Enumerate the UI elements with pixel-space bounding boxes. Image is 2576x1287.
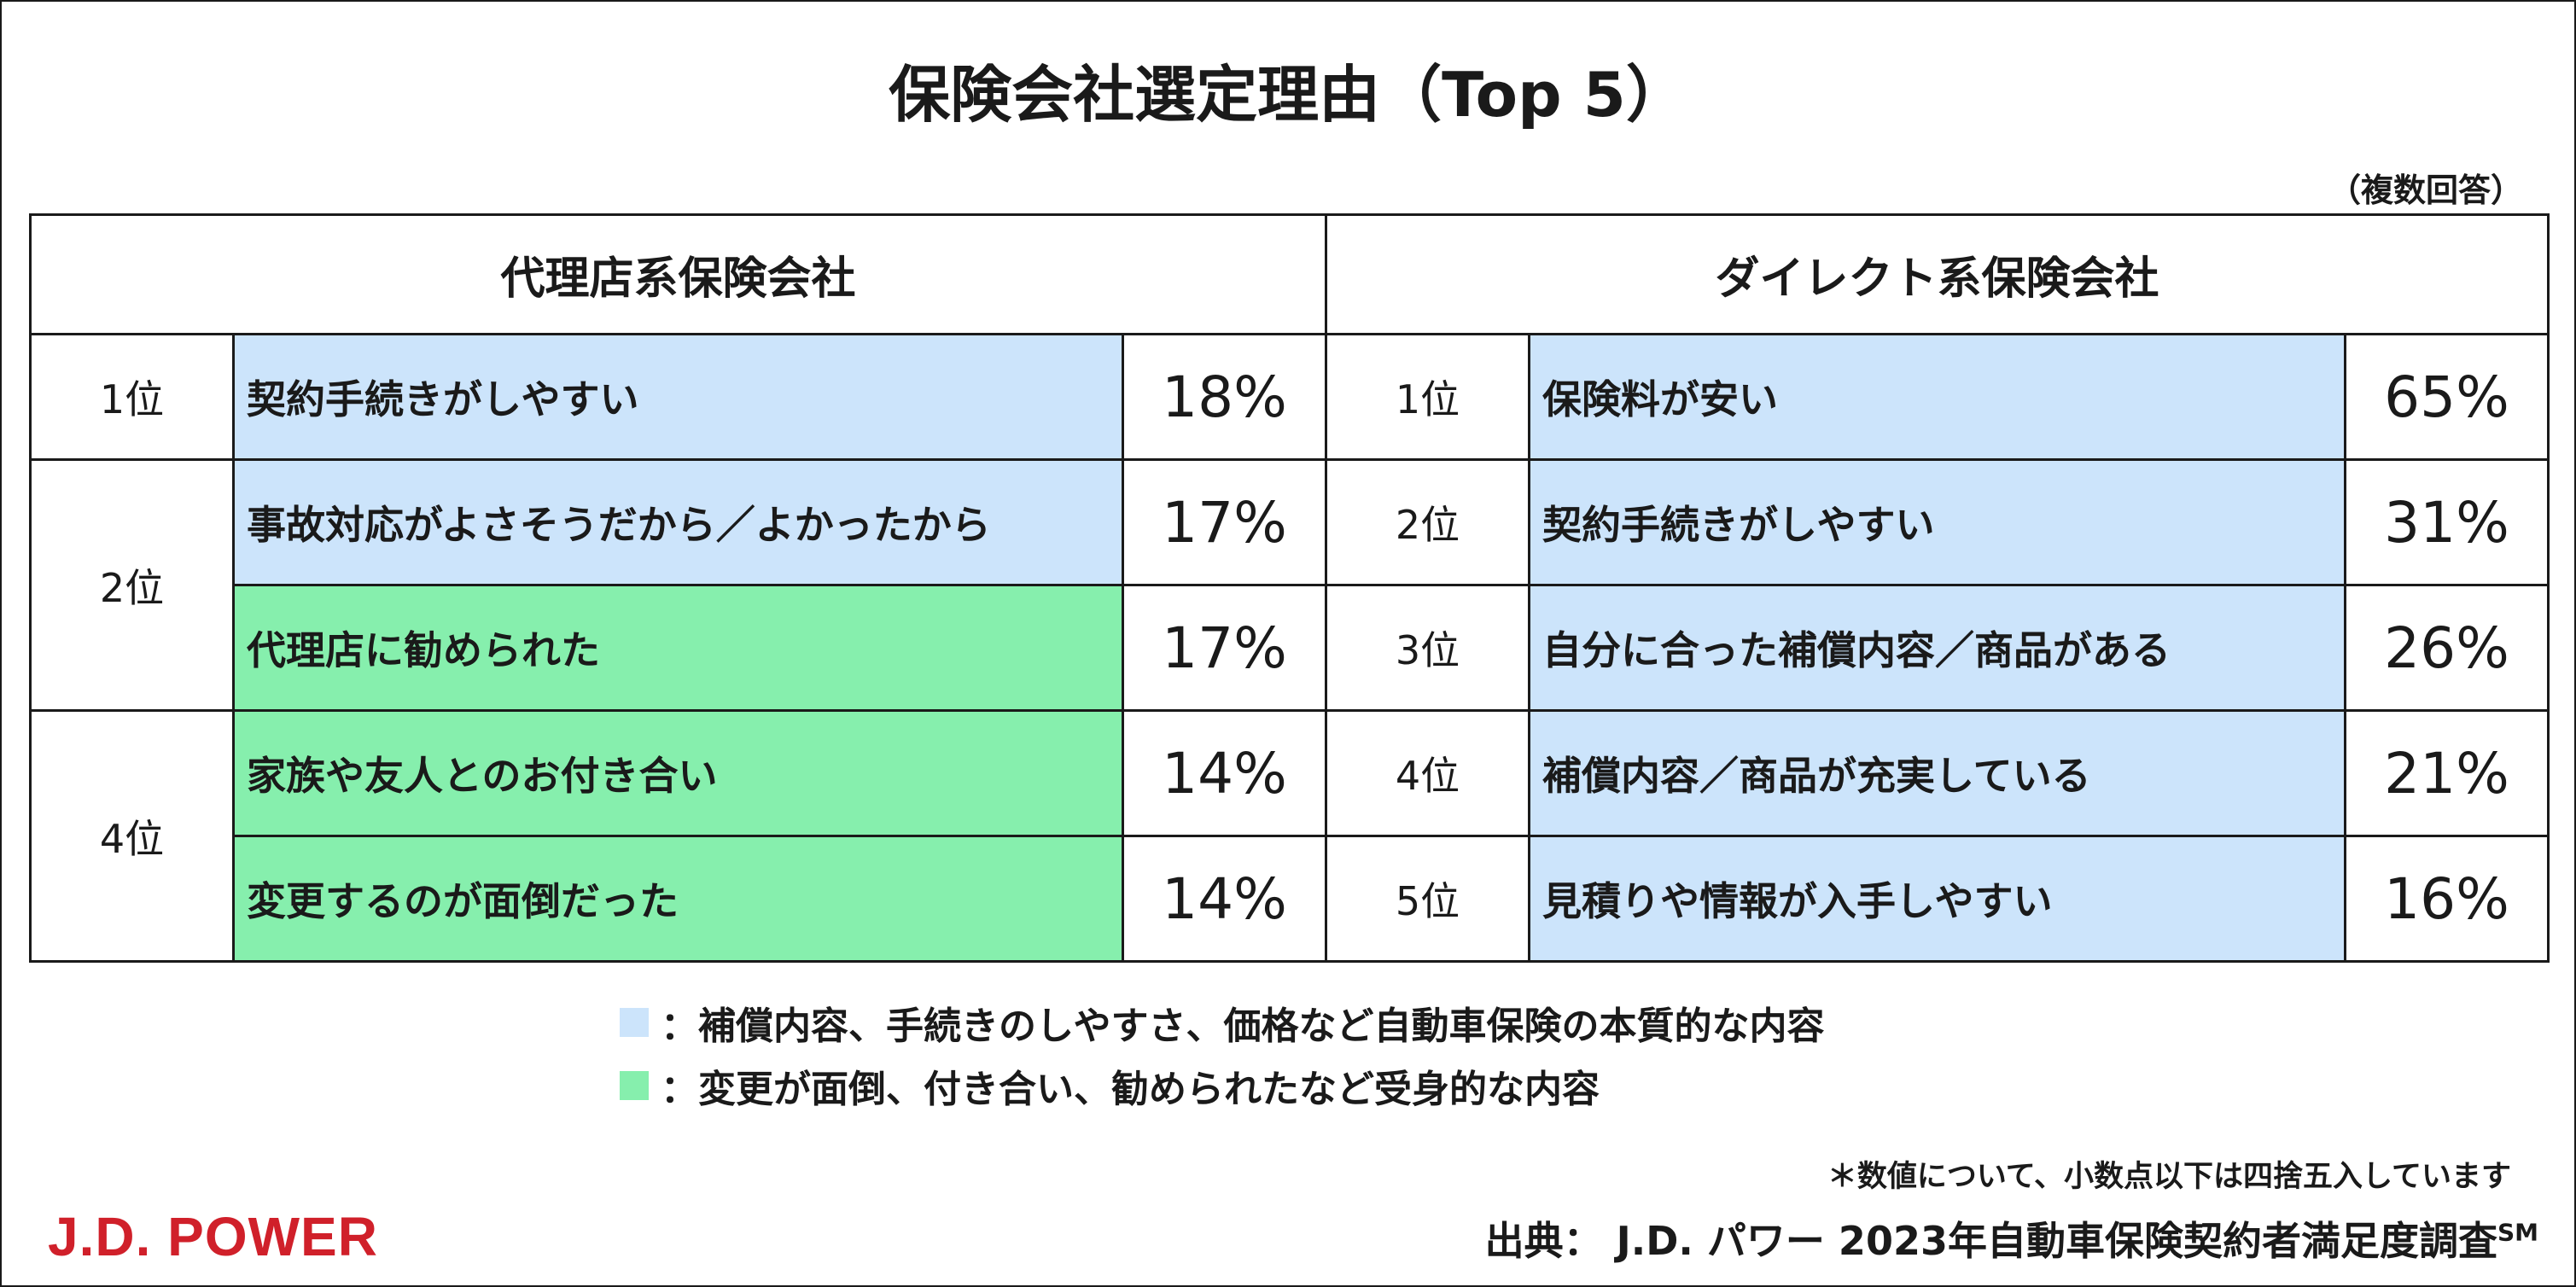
rounding-footnote: ＊数値について、小数点以下は四捨五入しています [1827,1160,2511,1194]
source-text: 出典： J.D. パワー 2023年自動車保険契約者満足度調査 [1484,1218,2497,1264]
direct-rank: 4位 [1325,709,1530,837]
agency-reason: 変更するのが面倒だった [232,835,1124,963]
direct-reason: 保険料が安い [1528,333,2346,461]
agency-rank: 1位 [29,333,235,461]
page-title: 保険会社選定理由（Top 5） [889,59,1687,131]
direct-pct: 26% [2343,584,2550,712]
direct-pct: 65% [2343,333,2550,461]
agency-pct: 14% [1122,835,1327,963]
agency-pct: 14% [1122,709,1327,837]
direct-rank: 5位 [1325,835,1530,963]
service-mark: SM [2497,1218,2538,1247]
direct-reason: 補償内容／商品が充実している [1528,709,2346,837]
agency-rank: 4位 [29,709,235,963]
direct-header: ダイレクト系保険会社 [1324,213,2550,335]
table-row: 1位 契約手続きがしやすい 18% 1位 保険料が安い 65% [29,333,2550,461]
agency-rank: 2位 [29,458,235,712]
agency-reason: 代理店に勧められた [232,584,1124,712]
table-row: 2位 事故対応がよさそうだから／よかったから 17% 2位 契約手続きがしやすい… [29,458,2550,712]
agency-pct: 17% [1122,458,1327,586]
direct-rank: 2位 [1325,458,1530,586]
source-credit: 出典： J.D. パワー 2023年自動車保険契約者満足度調査SM [1485,1210,2538,1267]
direct-pct: 21% [2343,709,2550,837]
legend-item-passive: ：変更が面倒、付き合い、勧められたなど受身的な内容 [620,1058,1600,1113]
agency-reason: 事故対応がよさそうだから／よかったから [232,458,1124,586]
agency-reason: 家族や友人とのお付き合い [232,709,1124,837]
jd-power-logo: J.D. POWER [48,1206,378,1267]
agency-reason: 契約手続きがしやすい [232,333,1124,461]
legend-item-essential: ：補償内容、手続きのしやすさ、価格など自動車保険の本質的な内容 [620,995,1825,1050]
legend-text: ：補償内容、手続きのしやすさ、価格など自動車保険の本質的な内容 [661,1005,1825,1048]
direct-reason: 契約手続きがしやすい [1528,458,2346,586]
table-header-row: 代理店系保険会社 ダイレクト系保険会社 [29,213,2550,335]
table-row: 変更するのが面倒だった 14% 5位 見積りや情報が入手しやすい 16% [31,835,2550,963]
green-swatch [620,1071,649,1100]
legend-text: ：変更が面倒、付き合い、勧められたなど受身的な内容 [661,1068,1600,1111]
multiple-answers-note: （複数回答） [2328,172,2523,209]
agency-pct: 18% [1122,333,1327,461]
agency-pct: 17% [1122,584,1327,712]
direct-pct: 16% [2343,835,2550,963]
table-row: 4位 家族や友人とのお付き合い 14% 4位 補償内容／商品が充実している 21… [29,709,2550,963]
table-row: 代理店に勧められた 17% 3位 自分に合った補償内容／商品がある 26% [31,584,2550,712]
agency-header: 代理店系保険会社 [29,213,1327,335]
direct-reason: 見積りや情報が入手しやすい [1528,835,2346,963]
blue-swatch [620,1008,649,1037]
direct-rank: 3位 [1325,584,1530,712]
ranking-table: 代理店系保険会社 ダイレクト系保険会社 1位 契約手続きがしやすい 18% 1位… [29,213,2550,963]
direct-reason: 自分に合った補償内容／商品がある [1528,584,2346,712]
direct-rank: 1位 [1325,333,1530,461]
direct-pct: 31% [2343,458,2550,586]
